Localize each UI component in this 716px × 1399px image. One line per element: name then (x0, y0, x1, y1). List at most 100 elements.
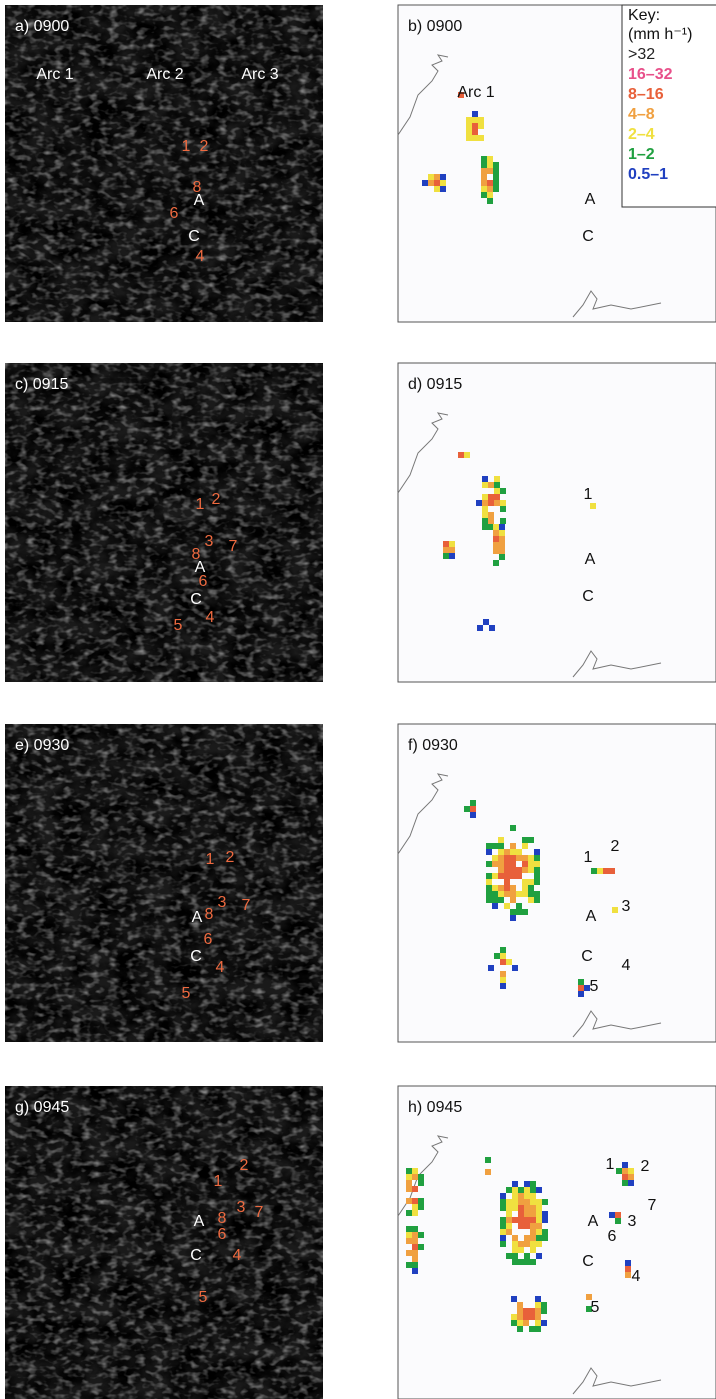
radar-pixel (528, 855, 534, 861)
radar-pixel (486, 891, 492, 897)
radar-pixel (486, 873, 492, 879)
radar-pixel (406, 1180, 412, 1186)
radar-pixel (511, 1296, 517, 1302)
radar-pixel (504, 861, 510, 867)
radar-pixel (486, 861, 492, 867)
radar-pixel (516, 903, 522, 909)
radar-pixel (506, 1229, 512, 1235)
radar-pixel (500, 959, 506, 965)
panel-background (397, 362, 716, 683)
radar-pixel (529, 1308, 535, 1314)
radar-pixel (506, 1253, 512, 1259)
radar-pixel (493, 186, 499, 192)
radar-pixel (529, 1314, 535, 1320)
cloud-speckle (5, 724, 323, 1042)
annotation: A (192, 909, 203, 926)
radar-pixel (412, 1226, 418, 1232)
radar-pixel (534, 891, 540, 897)
radar-pixel (493, 162, 499, 168)
radar-pixel (512, 1181, 518, 1187)
radar-pixel (522, 837, 528, 843)
radar-pixel (488, 518, 494, 524)
radar-pixel (535, 1308, 541, 1314)
radar-pixel (625, 1260, 631, 1266)
radar-pixel (510, 873, 516, 879)
cloud-speckle (5, 5, 323, 322)
annotation: 2 (611, 838, 620, 855)
radar-pixel (597, 868, 603, 874)
radar-pixel (510, 843, 516, 849)
radar-pixel (481, 180, 487, 186)
radar-pixel (530, 1235, 536, 1241)
panel-label: b) 0900 (408, 18, 462, 35)
cloud-speckle (5, 1086, 323, 1399)
radar-pixel (512, 1193, 518, 1199)
key-title: Key: (628, 7, 660, 24)
radar-pixel (493, 524, 499, 530)
radar-pixel (500, 1205, 506, 1211)
radar-pixel (412, 1174, 418, 1180)
radar-pixel (492, 873, 498, 879)
radar-pixel (485, 1169, 491, 1175)
radar-pixel (466, 123, 472, 129)
radar-pixel (524, 1241, 530, 1247)
radar-pixel (522, 879, 528, 885)
radar-pixel (522, 855, 528, 861)
radar-pixel (500, 1223, 506, 1229)
radar-pixel (499, 554, 505, 560)
radar-pixel (406, 1238, 412, 1244)
radar-pixel (511, 1314, 517, 1320)
radar-pixel (486, 885, 492, 891)
radar-pixel (518, 1211, 524, 1217)
radar-pixel (510, 897, 516, 903)
radar-pixel (406, 1262, 412, 1268)
panel-label: e) 0930 (15, 737, 69, 754)
radar-pixel (481, 168, 487, 174)
radar-pixel (418, 1204, 424, 1210)
radar-pixel (500, 1241, 506, 1247)
radar-pixel (412, 1186, 418, 1192)
radar-pixel (470, 800, 476, 806)
annotation: 4 (216, 959, 225, 976)
radar-pixel (500, 500, 506, 506)
radar-pixel (482, 524, 488, 530)
radar-pixel (518, 1223, 524, 1229)
radar-pixel (506, 1217, 512, 1223)
radar-pixel (428, 180, 434, 186)
radar-pixel (422, 180, 428, 186)
radar-pixel (487, 198, 493, 204)
radar-pixel (412, 1168, 418, 1174)
annotation: 5 (591, 1299, 600, 1316)
radar-pixel (412, 1198, 418, 1204)
cloud-speckle (5, 363, 323, 682)
radar-pixel (535, 1302, 541, 1308)
annotation: 1 (584, 486, 593, 503)
key-item: 0.5–1 (628, 166, 668, 183)
annotation: 1 (196, 496, 205, 513)
annotation: C (190, 1247, 202, 1264)
radar-pixel (517, 1326, 523, 1332)
annotation: 7 (229, 538, 238, 555)
radar-pixel (464, 452, 470, 458)
radar-pixel (542, 1211, 548, 1217)
radar-pixel (530, 1199, 536, 1205)
radar-pixel (628, 1174, 634, 1180)
key-item: 1–2 (628, 146, 655, 163)
radar-pixel (486, 897, 492, 903)
radar-pixel (530, 1181, 536, 1187)
radar-pixel (500, 983, 506, 989)
radar-pixel (504, 891, 510, 897)
radar-pixel (470, 812, 476, 818)
radar-pixel (534, 897, 540, 903)
annotation: 4 (206, 609, 215, 626)
annotation: 5 (199, 1289, 208, 1306)
radar-pixel (628, 1168, 634, 1174)
radar-pixel (622, 1162, 628, 1168)
annotation: 1 (584, 849, 593, 866)
annotation: 7 (255, 1204, 264, 1221)
radar-pixel (406, 1232, 412, 1238)
radar-pixel (534, 849, 540, 855)
radar-pixel (440, 180, 446, 186)
radar-pixel (530, 1205, 536, 1211)
